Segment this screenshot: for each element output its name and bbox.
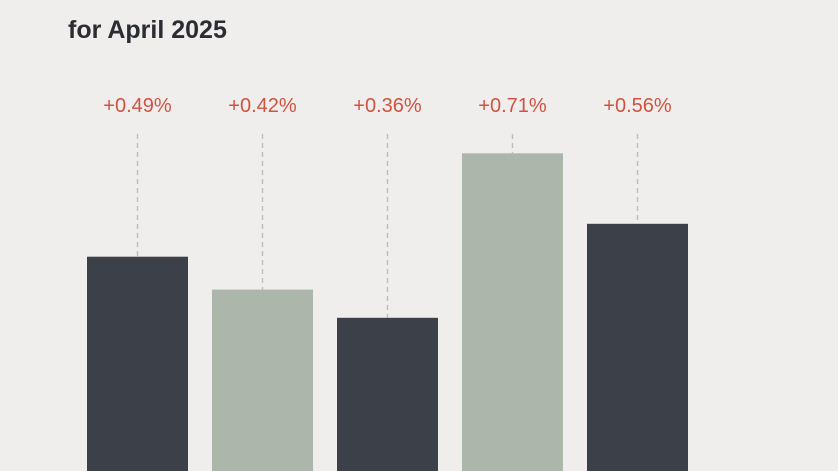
value-label: +0.42% bbox=[228, 95, 297, 117]
chart-title: for April 2025 bbox=[68, 16, 227, 44]
value-label: +0.49% bbox=[103, 95, 172, 117]
value-label: +0.56% bbox=[603, 95, 672, 117]
value-label: +0.71% bbox=[478, 95, 547, 117]
bar bbox=[87, 256, 188, 471]
bar bbox=[462, 153, 563, 471]
bar bbox=[587, 223, 688, 471]
bar bbox=[337, 317, 438, 471]
bar bbox=[212, 289, 313, 471]
value-label: +0.36% bbox=[353, 95, 422, 117]
